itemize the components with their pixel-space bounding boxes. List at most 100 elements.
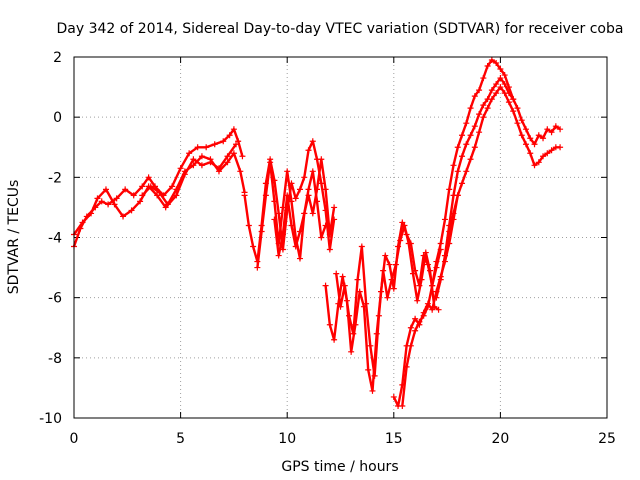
data-point <box>484 105 491 112</box>
data-point <box>309 210 316 217</box>
data-point <box>450 210 457 217</box>
data-point <box>497 66 504 73</box>
data-point <box>154 192 161 199</box>
x-tick-label: 0 <box>70 431 79 447</box>
data-point <box>540 153 547 160</box>
series-line <box>256 161 327 268</box>
data-point <box>390 393 397 400</box>
data-point <box>557 126 564 133</box>
data-point <box>339 273 346 280</box>
data-point <box>318 156 325 163</box>
data-point <box>235 138 242 145</box>
data-point <box>79 219 86 226</box>
data-point <box>371 372 378 379</box>
data-point <box>510 108 517 115</box>
x-tick-label: 10 <box>278 431 296 447</box>
data-point <box>505 99 512 106</box>
data-point <box>480 102 487 109</box>
data-point <box>322 222 329 229</box>
data-point <box>535 132 542 139</box>
data-point <box>284 168 291 175</box>
data-point <box>190 156 197 163</box>
data-series <box>71 57 564 409</box>
data-point <box>437 276 444 283</box>
data-point <box>145 174 152 181</box>
data-point <box>111 201 118 208</box>
y-tick-label: 0 <box>53 110 62 126</box>
data-point <box>493 81 500 88</box>
data-point <box>497 84 504 91</box>
data-point <box>544 150 551 157</box>
series-track-c <box>139 150 248 208</box>
data-point <box>354 276 361 283</box>
axis-ticks: 0 5 10 15 20 25 -10 -8 -6 -4 -2 0 2 <box>39 50 616 447</box>
data-point <box>296 228 303 235</box>
plot-frame <box>73 56 608 419</box>
data-point <box>424 303 431 310</box>
data-point <box>337 303 344 310</box>
data-point <box>501 90 508 97</box>
data-point <box>94 195 101 202</box>
data-point <box>275 252 282 259</box>
data-point <box>446 186 453 193</box>
data-point <box>128 207 135 214</box>
data-point <box>215 168 222 175</box>
data-point <box>367 342 374 349</box>
data-point <box>98 198 105 205</box>
data-point <box>467 105 474 112</box>
series-track-e <box>254 159 329 271</box>
data-point <box>350 330 357 337</box>
data-point <box>522 141 529 148</box>
data-point <box>454 192 461 199</box>
data-point <box>382 252 389 259</box>
data-point <box>279 231 286 238</box>
data-point <box>305 147 312 154</box>
x-tick-label: 15 <box>385 431 403 447</box>
data-point <box>412 315 419 322</box>
data-point <box>237 168 244 175</box>
data-point <box>405 240 412 247</box>
data-point <box>322 186 329 193</box>
data-point <box>190 162 197 169</box>
data-point <box>305 192 312 199</box>
data-point <box>540 135 547 142</box>
data-point <box>211 141 218 148</box>
data-point <box>480 114 487 121</box>
data-point <box>120 213 127 220</box>
data-point <box>418 276 425 283</box>
data-point <box>250 243 257 250</box>
data-point <box>476 87 483 94</box>
y-tick-label: -10 <box>39 411 62 427</box>
data-point <box>363 300 370 307</box>
data-point <box>326 231 333 238</box>
series-track-a <box>71 126 246 250</box>
data-point <box>403 363 410 370</box>
data-point <box>322 282 329 289</box>
data-point <box>239 153 246 160</box>
series-line <box>443 85 561 256</box>
data-point <box>296 255 303 262</box>
data-point <box>224 153 231 160</box>
data-point <box>522 126 529 133</box>
data-point <box>435 306 442 313</box>
data-point <box>488 96 495 103</box>
y-tick-label: -8 <box>48 351 62 367</box>
data-point <box>429 306 436 313</box>
series-track-f <box>271 156 338 259</box>
data-point <box>399 402 406 409</box>
data-point <box>380 267 387 274</box>
data-point <box>331 204 338 211</box>
data-point <box>173 186 180 193</box>
data-point <box>527 135 534 142</box>
data-point <box>169 183 176 190</box>
data-point <box>463 120 470 127</box>
data-point <box>420 312 427 319</box>
data-point <box>414 297 421 304</box>
data-point <box>476 129 483 136</box>
data-point <box>224 159 231 166</box>
data-point <box>416 318 423 325</box>
data-point <box>493 60 500 67</box>
data-point <box>390 285 397 292</box>
y-tick-label: -4 <box>48 231 62 247</box>
data-point <box>501 72 508 79</box>
